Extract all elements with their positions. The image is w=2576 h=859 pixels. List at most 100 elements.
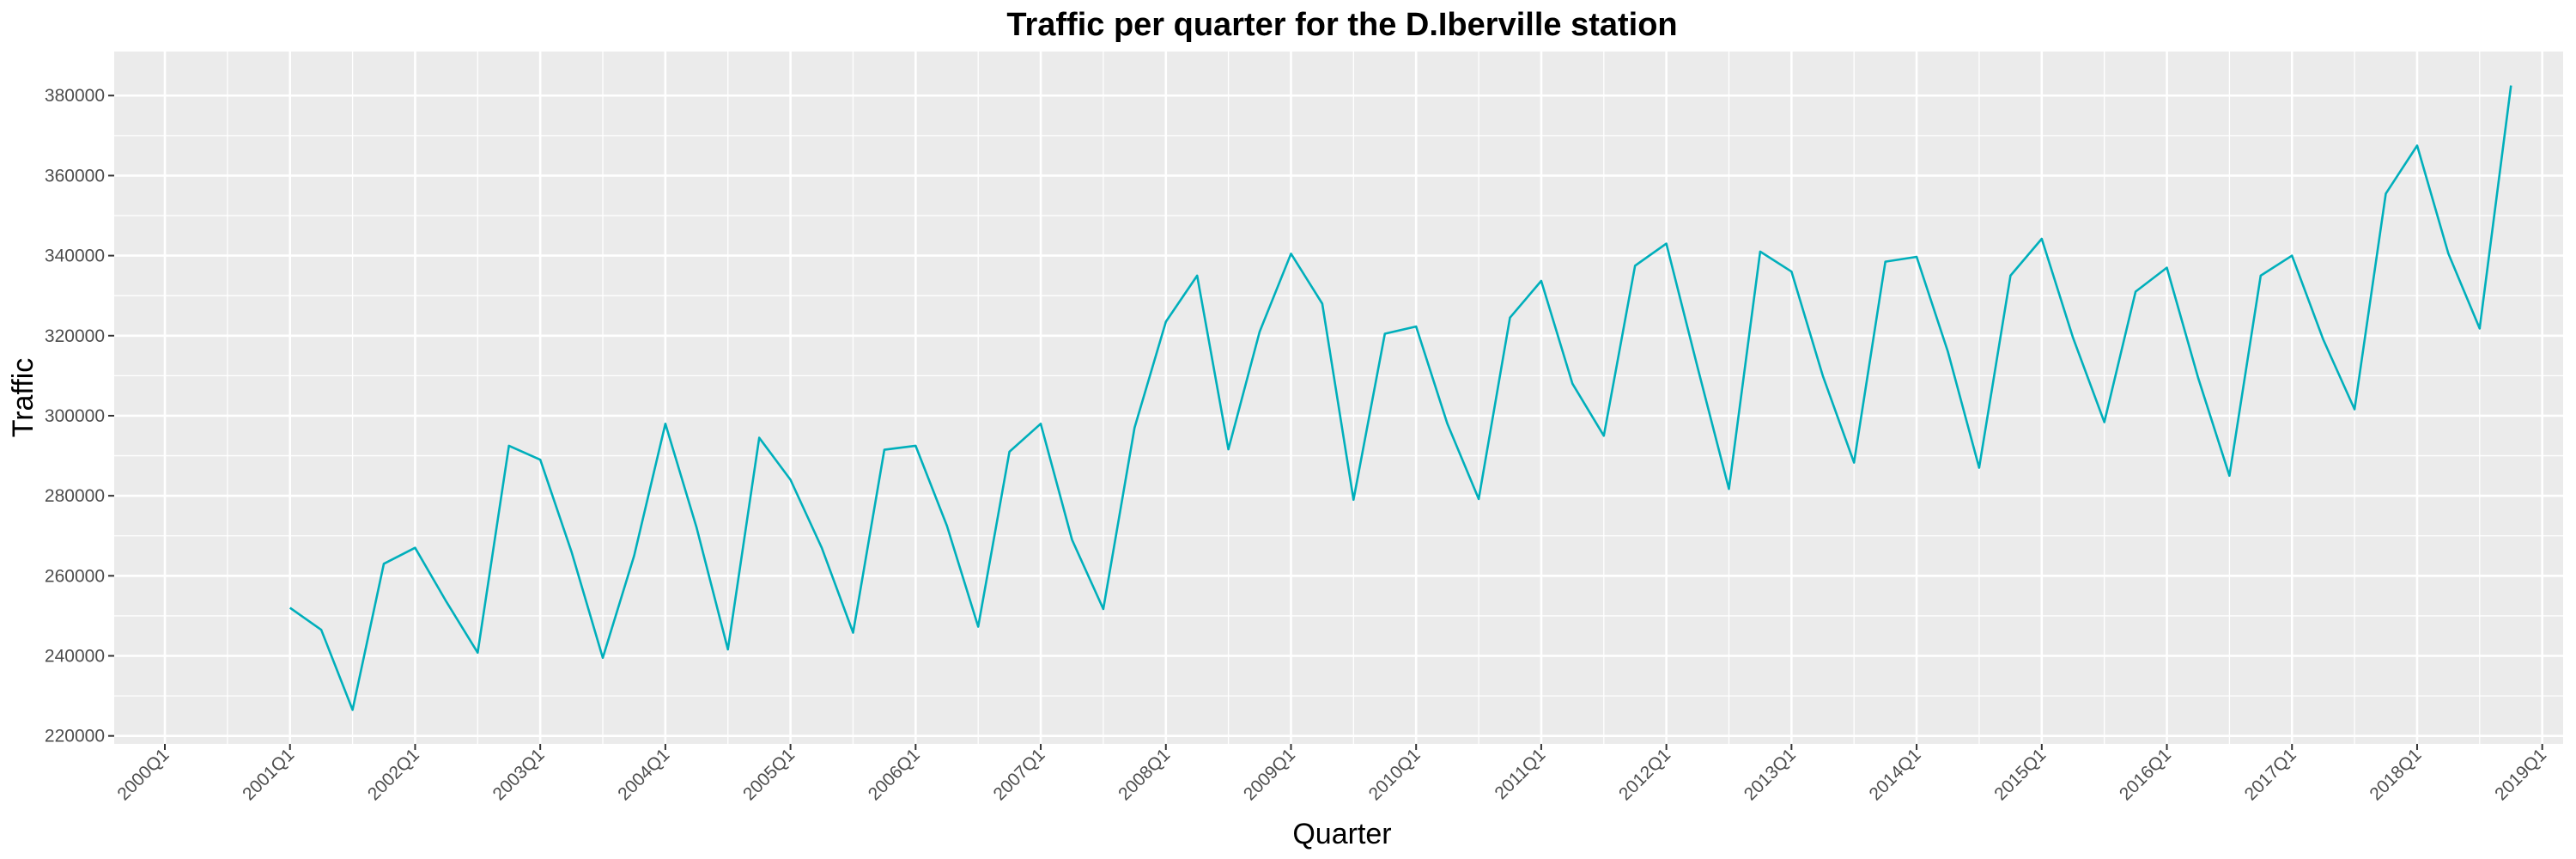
data-point bbox=[1164, 320, 1168, 323]
x-tick-label: 2017Q1 bbox=[2241, 745, 2300, 804]
x-tick-label: 2016Q1 bbox=[2116, 745, 2175, 804]
data-point bbox=[507, 444, 511, 448]
data-point bbox=[1696, 366, 1699, 369]
data-point bbox=[1665, 242, 1668, 246]
data-point bbox=[2478, 326, 2482, 330]
data-point bbox=[601, 656, 605, 660]
data-point bbox=[1195, 274, 1199, 277]
y-tick-label: 220000 bbox=[45, 727, 105, 746]
x-tick-label: 2011Q1 bbox=[1491, 745, 1549, 803]
data-point bbox=[695, 526, 698, 529]
data-point bbox=[2166, 266, 2169, 270]
y-tick-label: 300000 bbox=[45, 406, 105, 426]
data-point bbox=[445, 600, 448, 604]
data-point bbox=[2134, 290, 2137, 294]
x-tick-label: 2001Q1 bbox=[239, 745, 298, 804]
y-tick-label: 340000 bbox=[45, 247, 105, 266]
data-point bbox=[945, 524, 949, 527]
data-point bbox=[1571, 382, 1574, 386]
x-tick-label: 2004Q1 bbox=[614, 745, 673, 804]
data-point bbox=[2353, 408, 2356, 411]
y-tick-label: 240000 bbox=[45, 647, 105, 667]
y-tick-label: 280000 bbox=[45, 486, 105, 506]
data-point bbox=[1540, 279, 1543, 283]
x-tick-label: 2012Q1 bbox=[1615, 745, 1674, 804]
data-point bbox=[757, 436, 761, 440]
x-tick-label: 2013Q1 bbox=[1741, 745, 1800, 804]
chart-title: Traffic per quarter for the D.Iberville … bbox=[1006, 7, 1677, 43]
plot-panel bbox=[114, 52, 2563, 744]
data-point bbox=[2259, 274, 2263, 277]
data-point bbox=[1070, 538, 1073, 541]
data-point bbox=[2322, 338, 2325, 341]
x-tick-label: 2009Q1 bbox=[1240, 745, 1299, 804]
data-point bbox=[1258, 330, 1261, 333]
data-point bbox=[1227, 448, 1230, 451]
y-tick-label: 320000 bbox=[45, 326, 105, 346]
data-point bbox=[1508, 316, 1511, 320]
data-point bbox=[820, 546, 823, 550]
x-tick-label: 2019Q1 bbox=[2491, 745, 2550, 804]
data-point bbox=[2290, 254, 2293, 258]
data-point bbox=[538, 458, 542, 461]
x-axis-ticks: 2000Q1 2001Q1 2002Q1 2003Q1 2004Q1 2005Q1 2006… bbox=[113, 744, 2550, 804]
y-tick-label: 360000 bbox=[45, 166, 105, 186]
data-point bbox=[2446, 252, 2450, 255]
data-point bbox=[2103, 420, 2106, 423]
y-axis-title: Traffic bbox=[7, 358, 39, 438]
x-tick-label: 2014Q1 bbox=[1866, 745, 1925, 804]
data-point bbox=[851, 631, 854, 634]
y-axis-ticks: 220000 240000 260000 280000 300000 320000 3400… bbox=[45, 86, 114, 746]
data-point bbox=[1352, 498, 1355, 502]
x-tick-label: 2015Q1 bbox=[1990, 745, 2050, 804]
data-point bbox=[914, 444, 917, 448]
data-point bbox=[726, 648, 730, 651]
data-point bbox=[1477, 497, 1480, 501]
x-tick-label: 2002Q1 bbox=[364, 745, 423, 804]
y-tick-label: 260000 bbox=[45, 566, 105, 586]
data-point bbox=[664, 422, 667, 425]
data-point bbox=[1039, 422, 1042, 425]
data-point bbox=[883, 448, 886, 452]
x-tick-label: 2007Q1 bbox=[989, 745, 1048, 804]
data-point bbox=[2196, 376, 2200, 380]
data-point bbox=[2385, 192, 2388, 195]
data-point bbox=[382, 562, 386, 565]
data-point bbox=[2071, 336, 2075, 339]
x-tick-label: 2008Q1 bbox=[1115, 745, 1174, 804]
x-tick-label: 2003Q1 bbox=[489, 745, 549, 804]
data-point bbox=[1884, 260, 1887, 264]
data-point bbox=[1102, 607, 1105, 611]
x-tick-label: 2010Q1 bbox=[1365, 745, 1425, 804]
data-point bbox=[1759, 250, 1762, 253]
data-point bbox=[1383, 332, 1387, 335]
data-point bbox=[1915, 255, 1918, 259]
data-point bbox=[632, 554, 635, 557]
data-point bbox=[351, 708, 355, 711]
data-point bbox=[1633, 264, 1637, 267]
data-point bbox=[2008, 274, 2012, 277]
data-point bbox=[1446, 422, 1449, 425]
data-point bbox=[1728, 487, 1731, 490]
data-point bbox=[976, 624, 980, 628]
data-point bbox=[2509, 84, 2512, 88]
series-line bbox=[289, 85, 2512, 711]
data-point bbox=[2227, 474, 2231, 478]
data-point bbox=[1321, 302, 1324, 306]
data-point bbox=[1133, 426, 1136, 430]
major-gridlines bbox=[114, 52, 2563, 744]
y-tick-label: 380000 bbox=[45, 86, 105, 106]
x-tick-label: 2006Q1 bbox=[865, 745, 924, 804]
data-point bbox=[1947, 350, 1950, 353]
data-point bbox=[1978, 466, 1981, 470]
data-point bbox=[319, 628, 323, 631]
data-point bbox=[1789, 270, 1793, 273]
x-tick-label: 2005Q1 bbox=[739, 745, 799, 804]
data-point bbox=[1602, 434, 1606, 437]
data-point bbox=[1008, 450, 1012, 454]
data-point bbox=[1414, 325, 1418, 328]
data-point bbox=[413, 546, 416, 550]
data-point bbox=[2415, 143, 2419, 147]
data-point bbox=[289, 606, 292, 610]
